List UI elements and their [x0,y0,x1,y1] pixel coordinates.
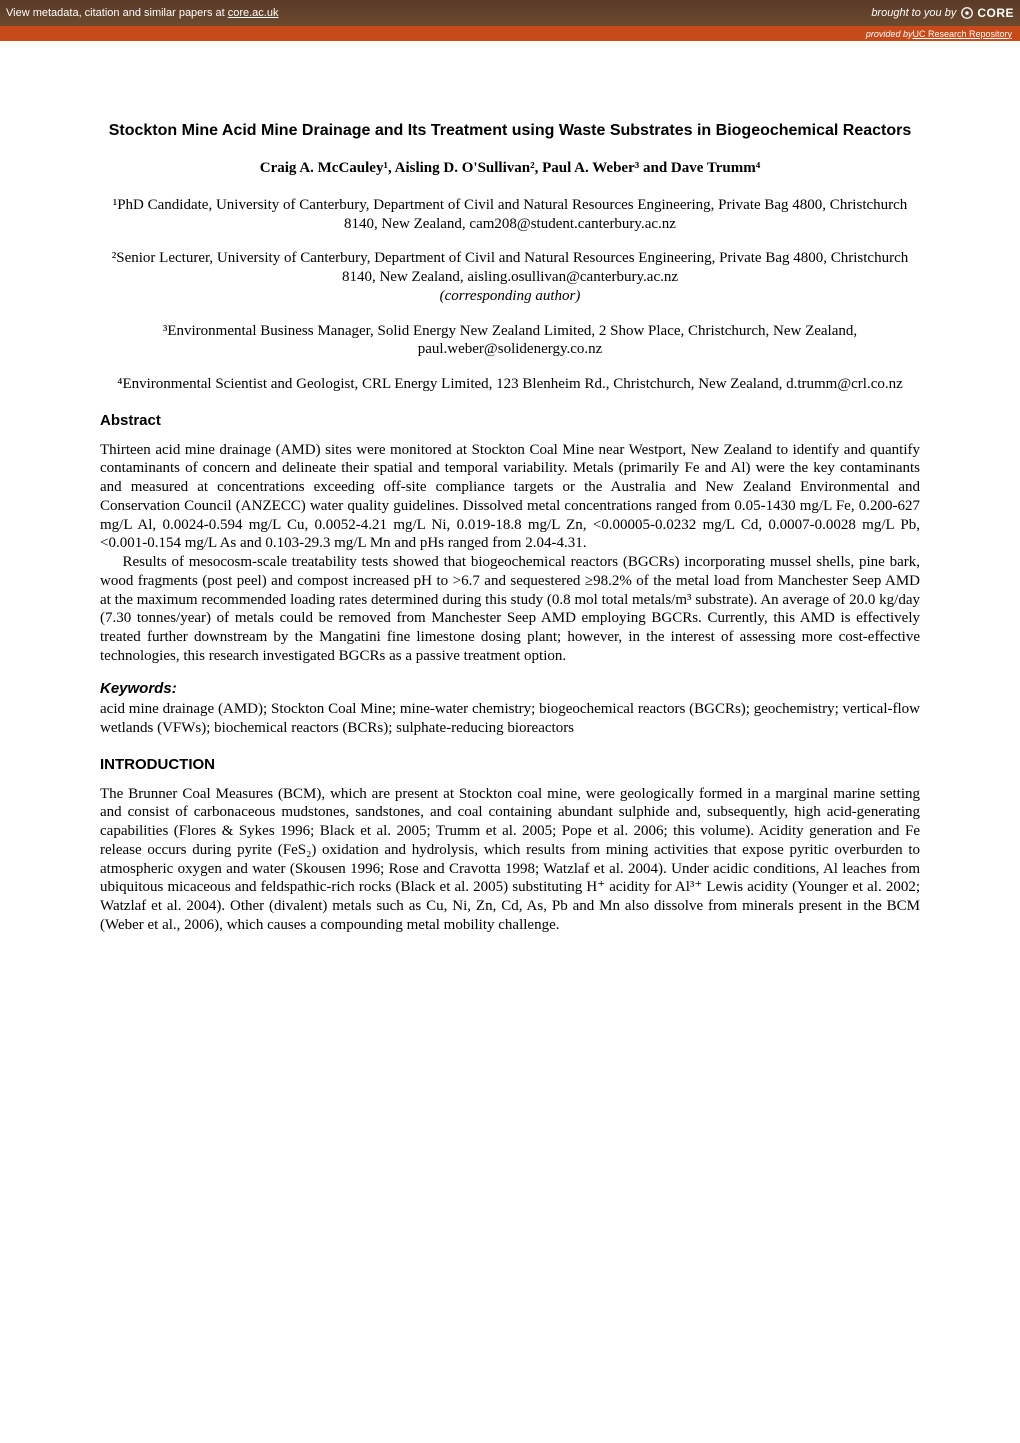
authors-line: Craig A. McCauley¹, Aisling D. O'Sulliva… [100,159,920,178]
core-text: CORE [977,6,1014,20]
core-link[interactable]: core.ac.uk [228,7,279,19]
corresponding-author-note: (corresponding author) [440,288,581,304]
abstract-heading: Abstract [100,412,920,431]
introduction-heading: INTRODUCTION [100,756,920,775]
affiliation-2: ²Senior Lecturer, University of Canterbu… [100,249,920,305]
core-banner: View metadata, citation and similar pape… [0,0,1020,26]
keywords-heading: Keywords: [100,680,920,699]
affiliation-3: ³Environmental Business Manager, Solid E… [100,322,920,360]
page-content: Stockton Mine Acid Mine Drainage and Its… [0,41,1020,995]
banner-right: brought to you by CORE [871,6,1014,20]
banner-left: View metadata, citation and similar pape… [6,7,278,19]
repo-link[interactable]: UC Research Repository [912,29,1012,39]
affiliation-4: ⁴Environmental Scientist and Geologist, … [100,375,920,394]
core-icon [960,6,974,20]
banner-right-prefix: brought to you by [871,7,956,19]
provided-prefix: provided by [866,29,913,39]
provided-bar: provided by UC Research Repository [0,26,1020,41]
keywords-body: acid mine drainage (AMD); Stockton Coal … [100,700,920,738]
paper-title: Stockton Mine Acid Mine Drainage and Its… [100,121,920,141]
core-badge[interactable]: CORE [960,6,1014,20]
abstract-para-2: Results of mesocosm-scale treatability t… [100,553,920,666]
introduction-para-1: The Brunner Coal Measures (BCM), which a… [100,785,920,935]
banner-left-prefix: View metadata, citation and similar pape… [6,7,225,19]
affiliation-1: ¹PhD Candidate, University of Canterbury… [100,196,920,234]
affiliation-2-text: ²Senior Lecturer, University of Canterbu… [112,250,908,285]
abstract-para-1: Thirteen acid mine drainage (AMD) sites … [100,441,920,554]
